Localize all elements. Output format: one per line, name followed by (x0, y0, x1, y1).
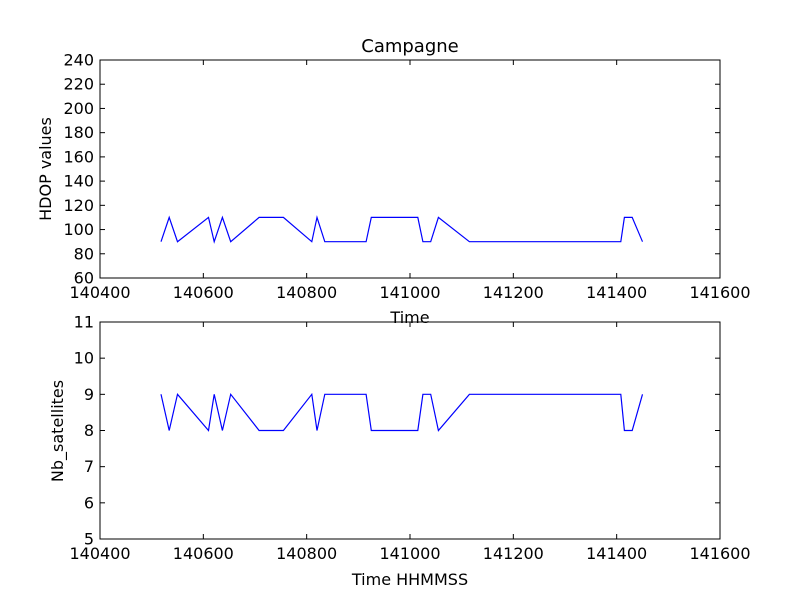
x-tick-label: 140600 (173, 283, 234, 302)
satellites-subplot: Time HHMMSS Nb_satellites 140400 140600 14… (48, 313, 751, 590)
x-tick-label: 141400 (586, 283, 647, 302)
x-tick-label: 140800 (276, 283, 337, 302)
x-tick-label: 141200 (483, 544, 544, 563)
y-tick-label: 180 (63, 123, 94, 142)
y-tick-label: 80 (74, 244, 94, 263)
y-tick-label: 60 (74, 269, 94, 288)
y-tick-label: 11 (74, 313, 94, 332)
y-tick-label: 120 (63, 196, 94, 215)
satellites-marks: 140400 140600 140800 141000 141200 141400 1416… (69, 313, 750, 564)
y-tick-label: 100 (63, 220, 94, 239)
x-tick-label: 140400 (69, 283, 130, 302)
x-axis-label: Time HHMMSS (351, 570, 468, 589)
x-tick-label: 140400 (69, 544, 130, 563)
y-tick-label: 8 (84, 421, 94, 440)
x-tick-label: 141000 (379, 283, 440, 302)
chart-title: Campagne (361, 36, 459, 57)
y-axis-label: Nb_satellites (48, 380, 68, 482)
x-tick-label: 140800 (276, 544, 337, 563)
x-tick-label: 141600 (689, 544, 750, 563)
x-tick-label: 141400 (586, 544, 647, 563)
plot-frame (99, 59, 721, 279)
series-line (160, 215, 644, 244)
hdop-subplot: Campagne Time HDOP values 140400 140600 14… (36, 36, 751, 327)
y-tick-label: 7 (84, 457, 94, 476)
x-tick-label: 141600 (689, 283, 750, 302)
y-tick-label: 240 (63, 51, 94, 70)
plot-frame (99, 321, 721, 540)
x-tick-label: 140600 (173, 544, 234, 563)
y-tick-label: 140 (63, 172, 94, 191)
y-tick-label: 9 (84, 385, 94, 404)
y-tick-label: 220 (63, 75, 94, 94)
y-tick-label: 5 (84, 530, 94, 549)
x-tick-label: 141000 (379, 544, 440, 563)
y-axis-label: HDOP values (36, 117, 55, 221)
x-tick-label: 141200 (483, 283, 544, 302)
y-tick-label: 160 (63, 147, 94, 166)
y-tick-label: 10 (74, 349, 94, 368)
y-tick-label: 6 (84, 493, 94, 512)
y-tick-label: 200 (63, 99, 94, 118)
hdop-marks: 140400 140600 140800 141000 141200 141400 1416… (63, 51, 750, 303)
series-line (160, 392, 644, 432)
